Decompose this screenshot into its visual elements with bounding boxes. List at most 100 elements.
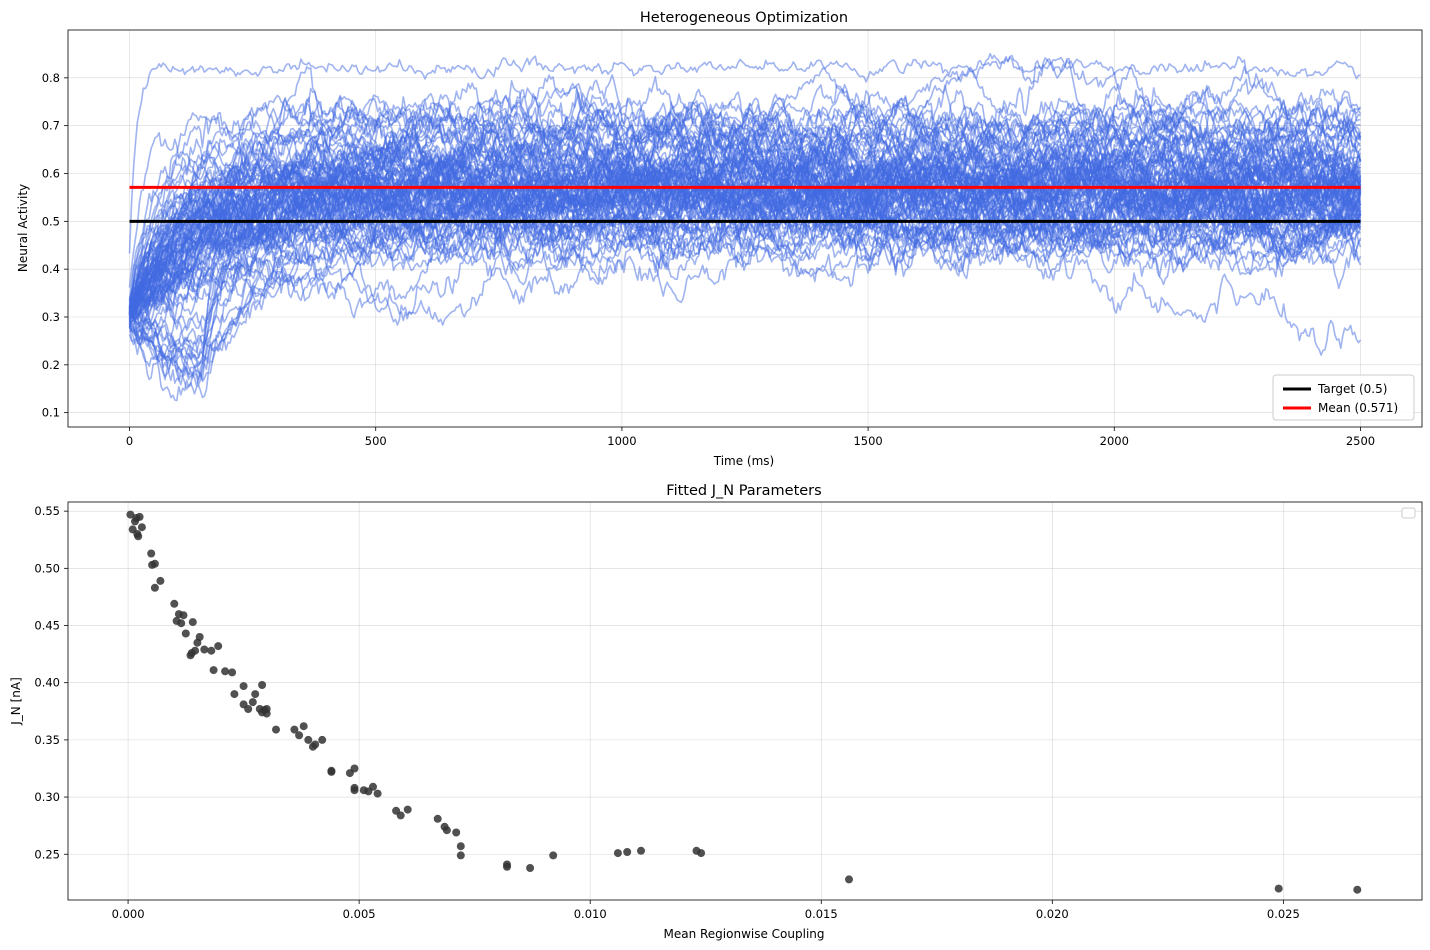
scatter-point [177, 619, 186, 628]
top-x-tick-label: 0 [126, 434, 133, 448]
bottom-y-tick-label: 0.50 [34, 561, 60, 575]
bottom-grid [68, 502, 1422, 900]
scatter-point [214, 642, 223, 651]
activity-trace [128, 115, 1362, 314]
top-y-tick-label: 0.1 [42, 406, 60, 420]
top-legend: Target (0.5) Mean (0.571) [1272, 374, 1415, 421]
bottom-x-tick-label: 0.000 [112, 907, 145, 921]
scatter-point [1353, 885, 1362, 894]
scatter-point [350, 764, 359, 773]
scatter-point [456, 842, 465, 851]
scatter-point [456, 851, 465, 860]
scatter-point [200, 645, 209, 654]
bottom-chart-title: Fitted J_N Parameters [666, 483, 821, 499]
activity-trace [128, 116, 1362, 316]
activity-trace [128, 108, 1362, 320]
top-x-tick-label: 2500 [1346, 434, 1375, 448]
scatter-point [258, 681, 267, 689]
top-y-tick-label: 0.6 [42, 166, 60, 180]
scatter-point [137, 523, 146, 532]
scatter-point [262, 705, 271, 713]
scatter-point [188, 618, 197, 627]
activity-trace [128, 187, 1362, 315]
scatter-point [207, 646, 216, 655]
bottom-y-tick-label: 0.35 [34, 733, 60, 747]
bottom-x-tick-label: 0.025 [1267, 907, 1300, 921]
top-y-tick-label: 0.5 [42, 214, 60, 228]
bottom-y-tick-label: 0.25 [34, 847, 60, 861]
scatter-point [195, 633, 204, 641]
top-y-tick-label: 0.7 [42, 119, 60, 133]
scatter-point [373, 789, 382, 798]
scatter-point [170, 599, 179, 608]
scatter-point [228, 668, 237, 677]
scatter-point [442, 826, 451, 835]
scatter-point [272, 725, 280, 734]
scatter-point [126, 510, 135, 519]
activity-trace [128, 84, 1362, 288]
scatter-point [248, 698, 257, 707]
scatter-point [239, 682, 248, 691]
empty-legend-box [1401, 507, 1416, 519]
scatter-point [637, 846, 645, 855]
top-y-tick-label: 0.4 [42, 262, 60, 276]
scatter-point [147, 549, 156, 558]
scatter-point [299, 722, 308, 731]
activity-trace [129, 200, 1362, 310]
bottom-x-tick-label: 0.010 [574, 907, 607, 921]
scatter-point [503, 862, 511, 871]
scatter-point [549, 851, 558, 860]
bottom-y-tick-label: 0.30 [34, 790, 60, 804]
scatter-point [134, 532, 143, 541]
activity-traces [128, 52, 1362, 402]
scatter-points [126, 510, 1362, 894]
top-y-ticks: 0.1 0.2 0.3 0.4 0.5 0.6 0.7 0.8 [42, 71, 68, 420]
activity-trace [128, 68, 1362, 310]
scatter-point [311, 740, 320, 749]
bottom-y-axis-label: J_N [nA] [9, 677, 23, 726]
top-y-tick-label: 0.2 [42, 358, 60, 372]
bottom-panel: Fitted J_N Parameters 0.000 0.005 0.010 0.0… [9, 483, 1423, 941]
scatter-point [132, 514, 141, 522]
top-panel: Heterogeneous Optimization 0 500 1000 1500 2… [16, 10, 1423, 468]
legend-target-label: Target (0.5) [1317, 382, 1387, 396]
top-y-tick-label: 0.8 [42, 71, 60, 85]
scatter-point [845, 875, 853, 884]
scatter-point [221, 667, 230, 676]
bottom-y-tick-label: 0.45 [34, 619, 60, 633]
scatter-point [295, 731, 304, 740]
scatter-point [150, 559, 159, 568]
scatter-point [433, 814, 442, 823]
scatter-point [396, 811, 405, 820]
bottom-x-tick-label: 0.020 [1036, 907, 1069, 921]
activity-trace [128, 153, 1362, 323]
activity-trace [128, 55, 1361, 254]
bottom-x-ticks: 0.000 0.005 0.010 0.015 0.020 0.025 [112, 900, 1300, 921]
scatter-point [251, 690, 260, 699]
bottom-x-tick-label: 0.015 [805, 907, 838, 921]
scatter-point [179, 611, 188, 620]
scatter-point [181, 629, 190, 638]
bottom-x-tick-label: 0.005 [343, 907, 376, 921]
scatter-point [327, 767, 336, 776]
top-x-tick-label: 500 [365, 434, 387, 448]
top-x-ticks: 0 500 1000 1500 2000 2500 [126, 427, 1375, 448]
top-x-axis-label: Time (ms) [713, 454, 775, 468]
bottom-plot-frame [67, 501, 1423, 901]
scatter-point [318, 735, 327, 744]
activity-trace [129, 145, 1362, 350]
scatter-point [244, 705, 253, 713]
scatter-point [150, 583, 159, 592]
scatter-point [230, 690, 239, 699]
scatter-point [613, 849, 622, 858]
scatter-point [304, 735, 313, 744]
top-chart-title: Heterogeneous Optimization [640, 10, 848, 26]
scatter-point [156, 576, 165, 585]
top-plot-frame [67, 29, 1423, 428]
bottom-x-axis-label: Mean Regionwise Coupling [663, 927, 824, 941]
scatter-point [697, 849, 706, 858]
top-y-tick-label: 0.3 [42, 310, 60, 324]
scatter-point [526, 864, 535, 872]
scatter-point [350, 786, 359, 795]
